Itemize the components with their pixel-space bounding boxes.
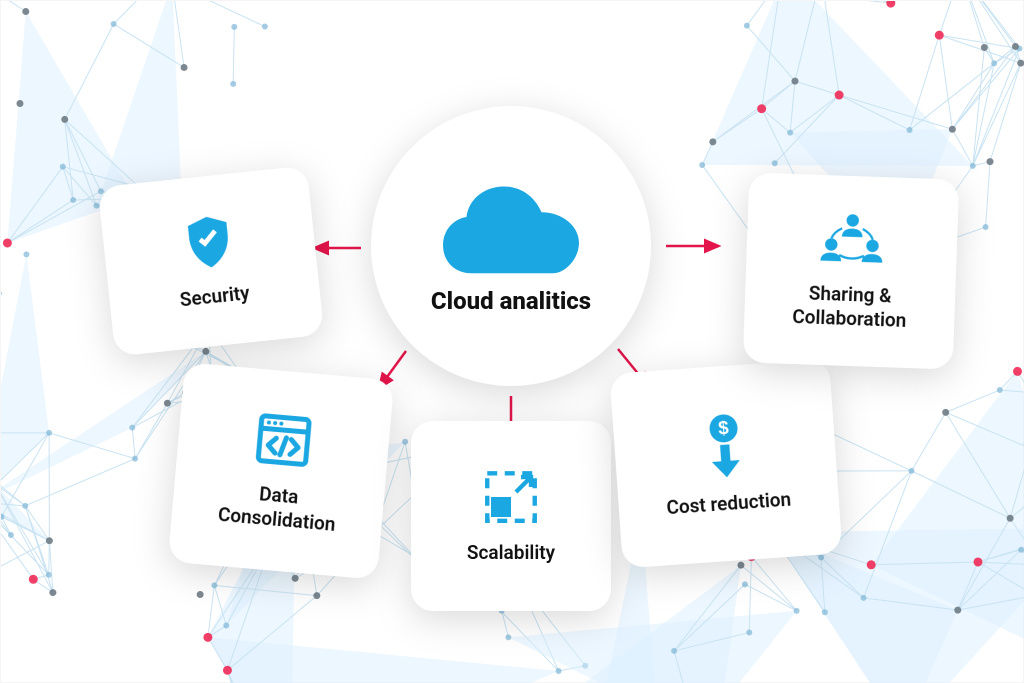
card-data-consolidation-label: Data Consolidation [217,479,338,537]
card-data-consolidation: Data Consolidation [168,362,395,580]
card-sharing-collaboration-label: Sharing & Collaboration [792,281,908,332]
people-icon [818,210,886,272]
diagram-stage: Cloud analitics Security Data Consolidat… [0,0,1024,683]
cloud-icon [436,181,586,281]
center-title: Cloud analitics [431,287,591,315]
shield-check-icon [177,210,241,274]
card-security: Security [98,165,325,356]
card-sharing-collaboration: Sharing & Collaboration [743,172,960,369]
card-scalability: Scalability [411,421,611,611]
center-node: Cloud analitics [371,106,651,386]
code-window-icon [251,408,316,473]
card-cost-reduction: $ Cost reduction [609,359,842,569]
svg-text:$: $ [718,417,730,439]
scale-icon [481,467,541,527]
card-scalability-label: Scalability [467,541,555,565]
cost-down-icon: $ [693,410,756,484]
card-security-label: Security [179,281,251,312]
card-cost-reduction-label: Cost reduction [666,487,792,519]
